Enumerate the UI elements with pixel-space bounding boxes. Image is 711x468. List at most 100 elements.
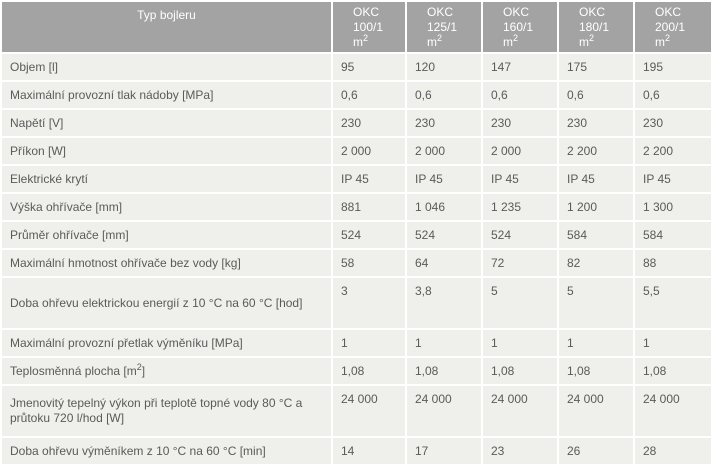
size: 160/1 m xyxy=(503,19,534,49)
model: OKC xyxy=(503,4,530,19)
label-text: Maximální provozní tlak nádoby [MPa] xyxy=(10,87,214,102)
value-cell: IP 45 xyxy=(557,164,635,194)
value-cell: 88 xyxy=(633,248,711,278)
size: 100/1 m xyxy=(353,19,384,49)
exponent: 2 xyxy=(589,32,595,43)
row-label: Maximální provozní tlak nádoby [MPa] xyxy=(0,80,333,110)
row: Výška ohřívače [mm] 881 1 046 1 235 1 200 1 3… xyxy=(0,192,711,222)
value-cell: 0,6 xyxy=(557,80,635,110)
label-text: Elektrické krytí xyxy=(10,171,89,186)
value-cell: 82 xyxy=(557,248,635,278)
value-cell: 1 xyxy=(405,328,483,358)
exponent: 2 xyxy=(513,32,519,43)
model: OKC xyxy=(353,4,380,19)
header-cell: OKC 200/1 m2 xyxy=(633,0,711,54)
value-cell: 0,6 xyxy=(405,80,483,110)
value-cell: 1 xyxy=(331,328,407,358)
value-cell: 5,5 xyxy=(633,276,711,330)
row-label: Příkon [W] xyxy=(0,136,333,166)
value-cell: 1 235 xyxy=(481,192,559,222)
value-cell: 881 xyxy=(331,192,407,222)
value-cell: 1,08 xyxy=(331,356,407,386)
label-text: ] xyxy=(141,363,146,378)
value-cell: 524 xyxy=(481,220,559,250)
header-label: Typ bojleru xyxy=(0,0,333,54)
row: Jmenovitý tepelný výkon při teplotě topn… xyxy=(0,384,711,438)
header-cell: OKC 100/1 m2 xyxy=(331,0,407,54)
value-cell: 175 xyxy=(557,52,635,82)
row-label: Průměr ohřívače [mm] xyxy=(0,220,333,250)
value-cell: 24 000 xyxy=(481,384,559,438)
value-cell: 524 xyxy=(331,220,407,250)
model: OKC xyxy=(655,4,682,19)
label-text: Jmenovitý tepelný výkon při teplotě topn… xyxy=(10,396,303,425)
row: Maximální provozní přetlak výměníku [MPa… xyxy=(0,328,711,358)
label-text: Doba ohřevu elektrickou energií z 10 °C … xyxy=(10,295,303,310)
value-cell: IP 45 xyxy=(481,164,559,194)
label-text: Napětí [V] xyxy=(10,115,64,130)
value-cell: 1 xyxy=(481,328,559,358)
value-cell: 230 xyxy=(633,108,711,138)
row-label: Maximální provozní přetlak výměníku [MPa… xyxy=(0,328,333,358)
value-cell: 5 xyxy=(557,276,635,330)
row-label: Elektrické krytí xyxy=(0,164,333,194)
label-text: Výška ohřívače [mm] xyxy=(10,199,123,214)
value-cell: 1 200 xyxy=(557,192,635,222)
table-body: Objem [l] 95 120 147 175 195 Maximální provozn… xyxy=(0,52,711,466)
value-cell: 2 200 xyxy=(633,136,711,166)
row-label: Doba ohřevu elektrickou energií z 10 °C … xyxy=(0,276,333,330)
value-cell: 2 000 xyxy=(331,136,407,166)
value-cell: 2 000 xyxy=(481,136,559,166)
header-cell: OKC 160/1 m2 xyxy=(481,0,559,54)
value-cell: 2 000 xyxy=(405,136,483,166)
value-cell: IP 45 xyxy=(405,164,483,194)
value-cell: 58 xyxy=(331,248,407,278)
model: OKC xyxy=(579,4,606,19)
value-cell: 23 xyxy=(481,436,559,466)
size: 180/1 m xyxy=(579,19,610,49)
value-cell: 1 xyxy=(557,328,635,358)
value-cell: 147 xyxy=(481,52,559,82)
value-cell: 24 000 xyxy=(633,384,711,438)
row: Průměr ohřívače [mm] 524 524 524 584 584 xyxy=(0,220,711,250)
label-text: Doba ohřevu výměníkem z 10 °C na 60 °C [… xyxy=(10,443,266,458)
value-cell: 1 xyxy=(633,328,711,358)
value-cell: 1 300 xyxy=(633,192,711,222)
value-cell: 1,08 xyxy=(557,356,635,386)
value-cell: 230 xyxy=(331,108,407,138)
value-cell: 230 xyxy=(557,108,635,138)
value-cell: 1 046 xyxy=(405,192,483,222)
label-text: Teplosměnná plocha [m xyxy=(10,363,137,378)
value-cell: 24 000 xyxy=(557,384,635,438)
row: Objem [l] 95 120 147 175 195 xyxy=(0,52,711,82)
value-cell: 230 xyxy=(481,108,559,138)
value-cell: 5 xyxy=(481,276,559,330)
row-label: Výška ohřívače [mm] xyxy=(0,192,333,222)
row-label: Doba ohřevu výměníkem z 10 °C na 60 °C [… xyxy=(0,436,333,466)
exponent: 2 xyxy=(136,361,142,372)
value-cell: 64 xyxy=(405,248,483,278)
value-cell: 2 200 xyxy=(557,136,635,166)
value-cell: 524 xyxy=(405,220,483,250)
label-text: Maximální hmotnost ohřívače bez vody [kg… xyxy=(10,255,241,270)
value-cell: 195 xyxy=(633,52,711,82)
table-header: Typ bojleru OKC 100/1 m2 OKC 125/1 m2 OKC 160… xyxy=(0,0,711,54)
row-label: Teplosměnná plocha [m2] xyxy=(0,356,333,386)
label-text: Maximální provozní přetlak výměníku [MPa… xyxy=(10,335,243,350)
value-cell: 584 xyxy=(633,220,711,250)
row: Doba ohřevu elektrickou energií z 10 °C … xyxy=(0,276,711,330)
row: Elektrické krytí IP 45 IP 45 IP 45 IP 45 IP 4… xyxy=(0,164,711,194)
value-cell: 95 xyxy=(331,52,407,82)
value-cell: 24 000 xyxy=(405,384,483,438)
row-label: Maximální hmotnost ohřívače bez vody [kg… xyxy=(0,248,333,278)
row: Napětí [V] 230 230 230 230 230 xyxy=(0,108,711,138)
value-cell: 17 xyxy=(405,436,483,466)
value-cell: 230 xyxy=(405,108,483,138)
header-cell: OKC 180/1 m2 xyxy=(557,0,635,54)
row: Doba ohřevu výměníkem z 10 °C na 60 °C [… xyxy=(0,436,711,466)
value-cell: 1,08 xyxy=(481,356,559,386)
exponent: 2 xyxy=(363,32,369,43)
row-label: Jmenovitý tepelný výkon při teplotě topn… xyxy=(0,384,333,438)
